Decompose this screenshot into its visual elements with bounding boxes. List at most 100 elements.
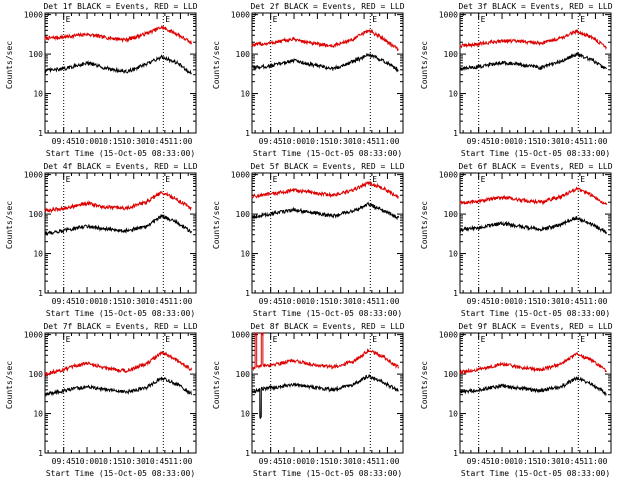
- y-tick-label: 1000: [231, 171, 250, 180]
- y-tick-label: 1: [245, 129, 250, 138]
- panel-det-2f: Det 2f BLACK = Events, RED = LLD Counts/s…: [212, 2, 405, 158]
- y-tick-label: 100: [444, 50, 459, 59]
- x-tick-label: 11:00: [168, 297, 192, 306]
- y-tick-label: 1000: [24, 11, 43, 20]
- panel-title: Det 4f BLACK = Events, RED = LLD: [43, 162, 197, 171]
- panel-det-6f: Det 6f BLACK = Events, RED = LLD Counts/s…: [420, 162, 613, 318]
- x-tick-label: 10:00: [75, 457, 99, 466]
- plot-frame: [44, 332, 197, 454]
- y-axis-label: Counts/sec: [5, 41, 14, 89]
- event-marker-label: E: [580, 175, 585, 184]
- x-tick-label: 10:45: [560, 457, 584, 466]
- x-tick-label: 10:30: [122, 457, 146, 466]
- panel-det-8f: Det 8f BLACK = Events, RED = LLD Counts/s…: [212, 322, 405, 478]
- y-tick-label: 1: [38, 289, 43, 298]
- y-axis-label: Counts/sec: [212, 41, 221, 89]
- events-series-line: [44, 54, 192, 75]
- x-tick-label: 10:45: [352, 457, 376, 466]
- x-tick-label: 10:15: [98, 137, 122, 146]
- event-marker-label: E: [481, 175, 486, 184]
- y-axis-label: Counts/sec: [5, 361, 14, 409]
- y-tick-label: 1000: [24, 331, 43, 340]
- x-axis-label: Start Time (15-Oct-05 08:33:00): [253, 149, 402, 158]
- lld-series-line: [251, 28, 399, 52]
- y-tick-label: 100: [444, 210, 459, 219]
- x-tick-label: 09:45: [467, 457, 491, 466]
- panel-title: Det 7f BLACK = Events, RED = LLD: [43, 322, 197, 331]
- panel-title: Det 8f BLACK = Events, RED = LLD: [250, 322, 404, 331]
- x-axis-label: Start Time (15-Oct-05 08:33:00): [46, 149, 195, 158]
- x-tick-label: 09:45: [52, 137, 76, 146]
- x-tick-label: 09:45: [52, 297, 76, 306]
- events-series-line: [251, 52, 399, 73]
- panel-det-7f: Det 7f BLACK = Events, RED = LLD Counts/s…: [5, 322, 198, 478]
- y-tick-label: 1: [453, 289, 458, 298]
- events-series-line: [44, 376, 192, 397]
- events-series-line: [44, 213, 192, 237]
- x-tick-label: 11:00: [168, 137, 192, 146]
- x-tick-label: 09:45: [259, 137, 283, 146]
- y-axis-label: Counts/sec: [420, 201, 429, 249]
- y-tick-label: 100: [236, 210, 251, 219]
- plot-frame: [459, 172, 612, 294]
- x-tick-label: 09:45: [52, 457, 76, 466]
- x-tick-label: 10:00: [75, 137, 99, 146]
- x-tick-label: 10:30: [537, 137, 561, 146]
- events-series-line: [459, 51, 607, 71]
- x-tick-label: 10:45: [560, 137, 584, 146]
- x-tick-label: 11:00: [583, 137, 607, 146]
- event-marker-label: E: [372, 335, 377, 344]
- x-tick-label: 10:15: [305, 137, 329, 146]
- y-tick-label: 1000: [439, 11, 458, 20]
- y-tick-label: 10: [240, 90, 250, 99]
- plot-frame: [251, 12, 404, 134]
- lld-series-line: [251, 332, 399, 372]
- x-axis-label: Start Time (15-Oct-05 08:33:00): [461, 309, 610, 318]
- lld-series-line: [44, 350, 192, 377]
- panel-title: Det 9f BLACK = Events, RED = LLD: [458, 322, 612, 331]
- x-tick-label: 10:30: [537, 297, 561, 306]
- panel-det-9f: Det 9f BLACK = Events, RED = LLD Counts/s…: [420, 322, 613, 478]
- x-tick-label: 11:00: [168, 457, 192, 466]
- y-tick-label: 10: [33, 410, 43, 419]
- lld-series-line: [459, 186, 607, 206]
- x-axis-label: Start Time (15-Oct-05 08:33:00): [46, 309, 195, 318]
- x-tick-label: 10:45: [560, 297, 584, 306]
- lld-series-line: [44, 190, 192, 214]
- y-tick-label: 1000: [439, 171, 458, 180]
- event-marker-label: E: [273, 15, 278, 24]
- y-tick-label: 100: [236, 50, 251, 59]
- y-tick-label: 10: [448, 410, 458, 419]
- x-tick-label: 10:45: [145, 457, 169, 466]
- panel-title: Det 3f BLACK = Events, RED = LLD: [458, 2, 612, 11]
- events-series-line: [251, 374, 399, 419]
- y-tick-label: 10: [448, 250, 458, 259]
- panel-title: Det 1f BLACK = Events, RED = LLD: [43, 2, 197, 11]
- lld-series-line: [251, 180, 399, 200]
- event-marker-label: E: [165, 15, 170, 24]
- panel-det-5f: Det 5f BLACK = Events, RED = LLD Counts/s…: [212, 162, 405, 318]
- event-marker-label: E: [481, 335, 486, 344]
- y-tick-label: 10: [33, 250, 43, 259]
- y-tick-label: 10: [448, 90, 458, 99]
- event-marker-label: E: [481, 15, 486, 24]
- event-marker-label: E: [372, 175, 377, 184]
- x-tick-label: 10:00: [282, 457, 306, 466]
- x-axis-label: Start Time (15-Oct-05 08:33:00): [46, 469, 195, 478]
- plot-frame: [251, 172, 404, 294]
- y-tick-label: 1: [38, 449, 43, 458]
- x-tick-label: 10:15: [98, 297, 122, 306]
- x-tick-label: 10:30: [537, 457, 561, 466]
- x-tick-label: 10:15: [305, 297, 329, 306]
- event-marker-label: E: [273, 335, 278, 344]
- x-axis-label: Start Time (15-Oct-05 08:33:00): [461, 149, 610, 158]
- event-marker-label: E: [273, 175, 278, 184]
- event-marker-label: E: [165, 335, 170, 344]
- events-series-line: [251, 201, 399, 221]
- x-tick-label: 11:00: [375, 297, 399, 306]
- x-tick-label: 11:00: [583, 457, 607, 466]
- event-marker-label: E: [66, 335, 71, 344]
- panel-title: Det 2f BLACK = Events, RED = LLD: [250, 2, 404, 11]
- event-marker-label: E: [580, 15, 585, 24]
- y-axis-label: Counts/sec: [212, 201, 221, 249]
